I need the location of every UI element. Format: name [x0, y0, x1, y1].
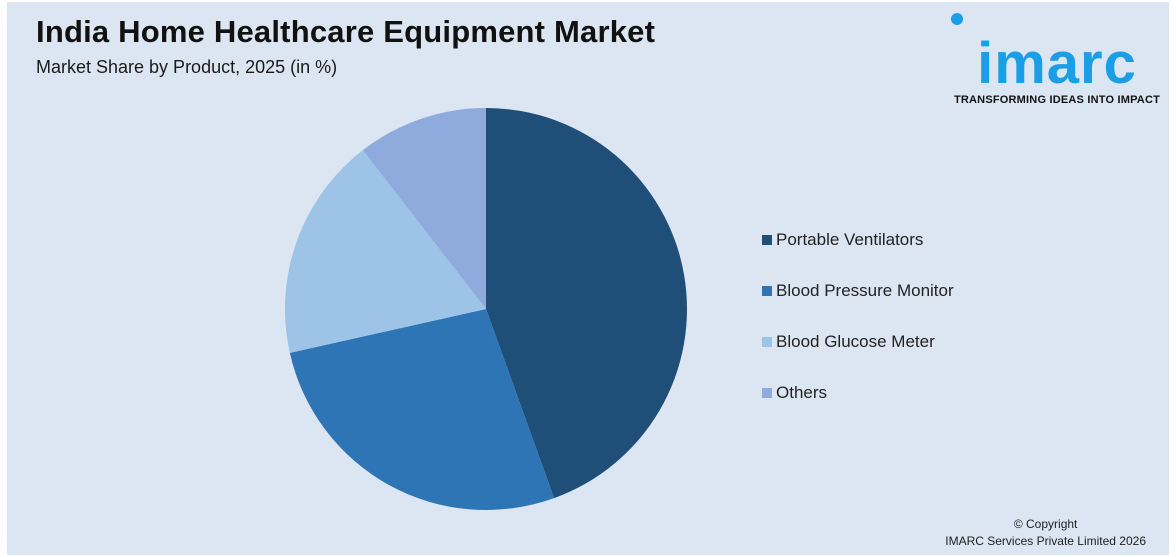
copyright-line-1: © Copyright [1013, 517, 1078, 531]
legend-swatch [762, 337, 772, 347]
chart-title: India Home Healthcare Equipment Market [36, 14, 656, 49]
legend-label: Others [776, 383, 828, 402]
legend-swatch [762, 286, 772, 296]
pie-slice-others [362, 108, 486, 309]
legend-label: Portable Ventilators [776, 230, 924, 249]
pie-slice-blood-pressure-monitor [289, 309, 555, 511]
logo-tagline: TRANSFORMING IDEAS INTO IMPACT [953, 94, 1161, 106]
legend-label: Blood Glucose Meter [776, 332, 935, 351]
legend-swatch [762, 388, 772, 398]
logo-wordmark: imarc [977, 31, 1137, 96]
pie-slice-blood-glucose-meter [285, 150, 486, 353]
chart-subtitle: Market Share by Product, 2025 (in %) [36, 57, 338, 77]
legend-swatch [762, 235, 772, 245]
legend-item: Portable Ventilators [762, 229, 954, 280]
imarc-logo: imarc TRANSFORMING IDEAS INTO IMPACT [944, 12, 1170, 108]
legend-label: Blood Pressure Monitor [776, 281, 954, 300]
pie-slice-portable-ventilators [486, 108, 687, 499]
logo-dot-icon [951, 13, 963, 25]
legend-item: Blood Glucose Meter [762, 331, 954, 382]
legend-item: Blood Pressure Monitor [762, 280, 954, 331]
copyright-line-2: IMARC Services Private Limited 2026 [945, 534, 1146, 548]
legend-item: Others [762, 382, 954, 433]
chart-legend: Portable Ventilators Blood Pressure Monit… [762, 229, 954, 433]
copyright-notice: © Copyright IMARC Services Private Limit… [945, 516, 1146, 550]
